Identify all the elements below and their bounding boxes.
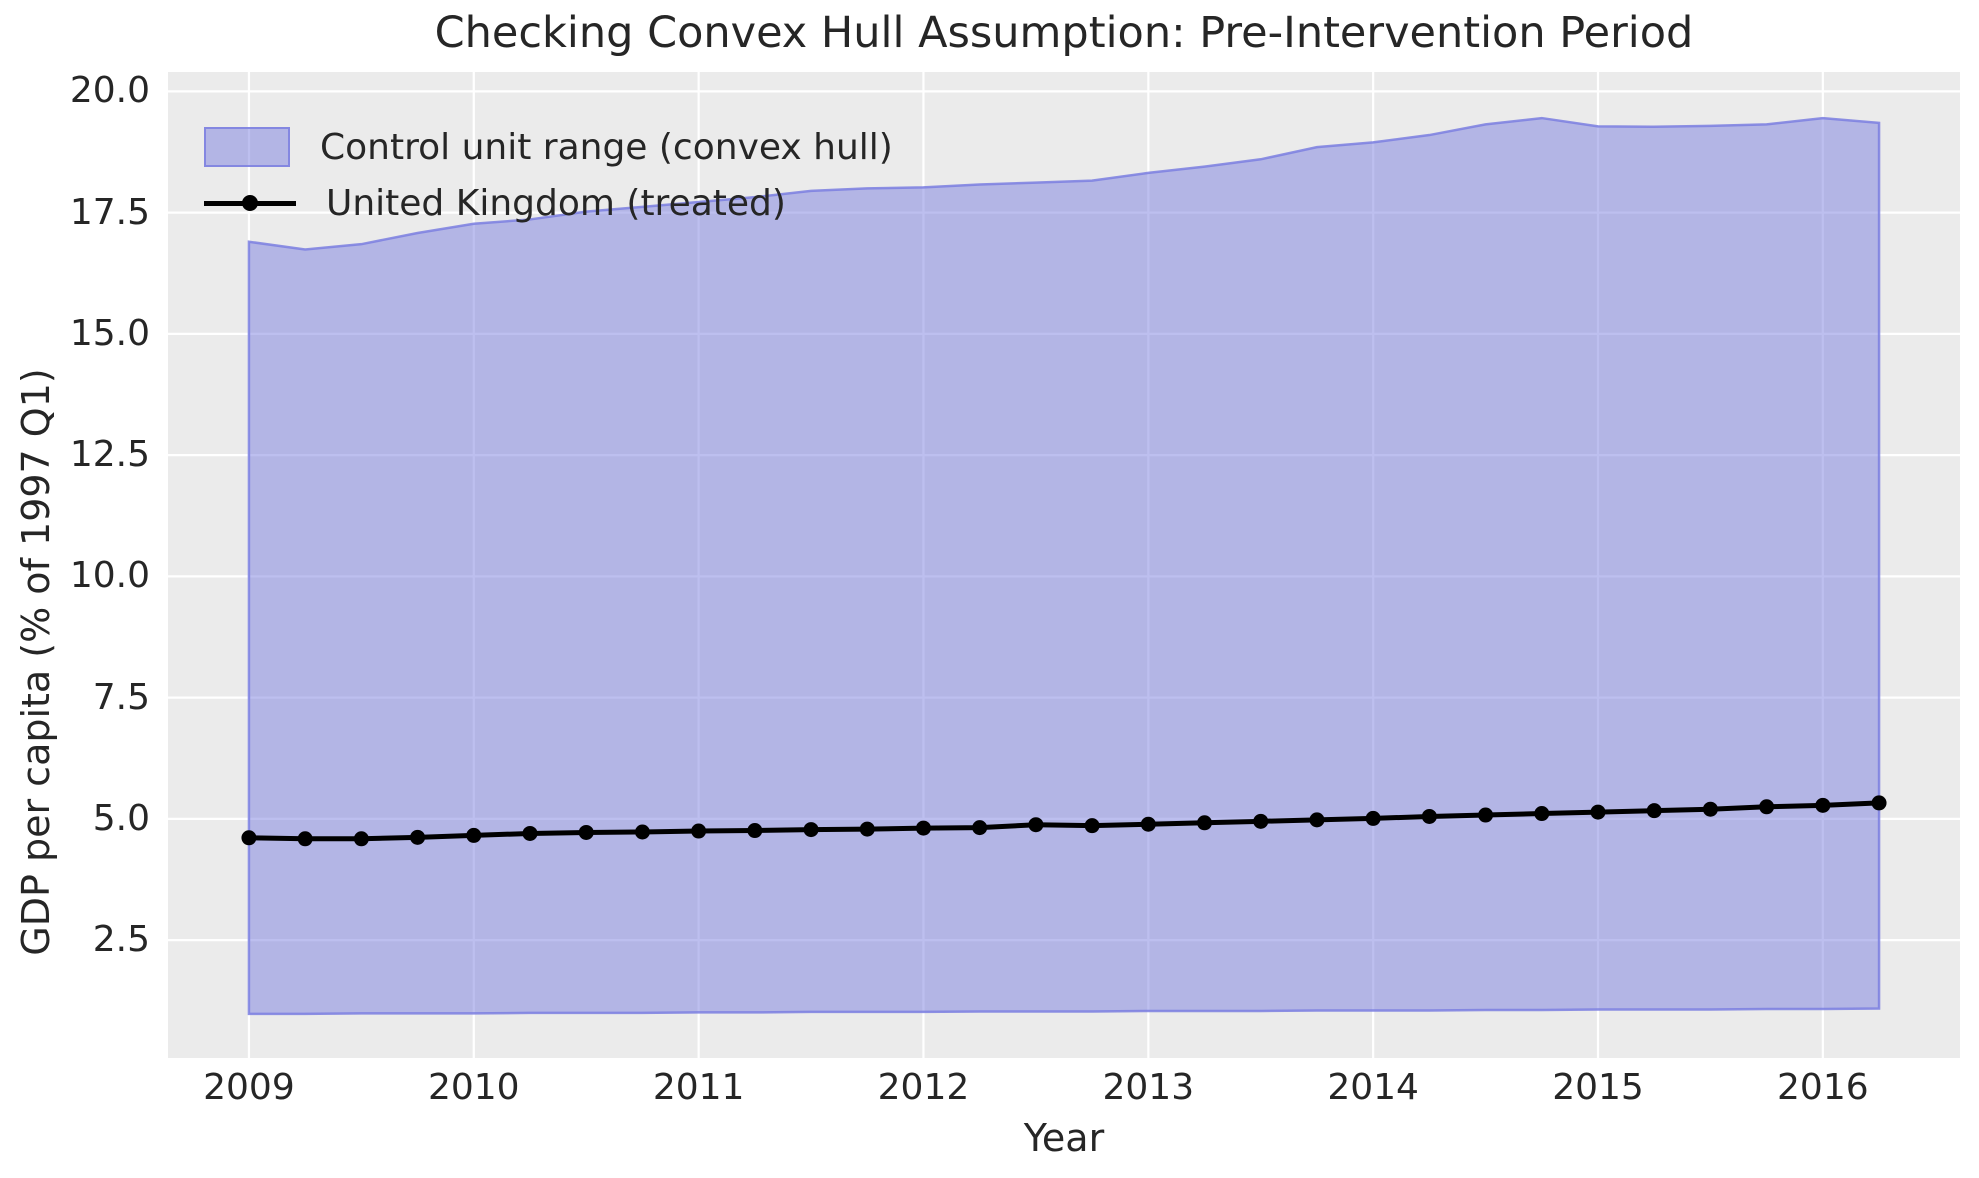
treated-marker — [1759, 799, 1775, 815]
chart-title: Checking Convex Hull Assumption: Pre-Int… — [434, 8, 1694, 58]
treated-marker — [1140, 816, 1156, 832]
treated-marker — [578, 824, 594, 840]
treated-marker — [353, 831, 369, 847]
y-tick-label: 10.0 — [69, 555, 150, 597]
y-tick-label: 12.5 — [69, 434, 150, 476]
treated-marker — [1028, 817, 1044, 833]
band-swatch-icon — [204, 127, 290, 167]
chart-canvas — [168, 72, 1960, 1058]
treated-marker — [1197, 815, 1213, 831]
legend-item-control-range: Control unit range (convex hull) — [204, 119, 893, 175]
treated-marker — [1421, 808, 1437, 824]
treated-marker — [1365, 810, 1381, 826]
y-tick-label: 17.5 — [69, 191, 150, 233]
treated-marker — [410, 829, 426, 845]
treated-marker — [1871, 795, 1887, 811]
treated-marker — [522, 825, 538, 841]
treated-marker — [1478, 807, 1494, 823]
treated-marker — [634, 824, 650, 840]
legend: Control unit range (convex hull) United … — [204, 119, 893, 231]
treated-line — [248, 800, 1880, 842]
legend-item-united-kingdom: United Kingdom (treated) — [204, 175, 893, 231]
treated-marker — [241, 830, 257, 846]
x-axis-label: Year — [1023, 1116, 1105, 1160]
treated-marker — [1815, 797, 1831, 813]
treated-marker — [859, 821, 875, 837]
y-tick-label: 20.0 — [69, 70, 150, 112]
y-tick-label: 15.0 — [69, 312, 150, 354]
marker-dot-icon — [242, 195, 258, 211]
treated-marker — [803, 822, 819, 838]
treated-marker — [691, 823, 707, 839]
x-tick-label: 2015 — [1552, 1067, 1644, 1108]
treated-marker — [915, 820, 931, 836]
treated-marker — [1646, 803, 1662, 819]
x-tick-label: 2012 — [877, 1067, 970, 1108]
treated-marker — [1084, 818, 1100, 834]
x-tick-label: 2014 — [1327, 1067, 1419, 1108]
x-tick-label: 2011 — [652, 1067, 745, 1108]
y-tick-label: 7.5 — [92, 676, 150, 718]
treated-marker — [972, 820, 988, 836]
treated-marker — [1590, 804, 1606, 820]
x-tick-label: 2010 — [427, 1067, 520, 1108]
treated-marker — [1253, 813, 1269, 829]
control-range-band — [247, 116, 1881, 1016]
y-tick-label: 2.5 — [92, 919, 150, 961]
plot-area: Control unit range (convex hull) United … — [168, 72, 1960, 1058]
legend-label-united-kingdom: United Kingdom (treated) — [326, 182, 786, 224]
treated-marker — [1309, 812, 1325, 828]
x-tick-label: 2009 — [203, 1067, 295, 1108]
treated-marker — [747, 823, 763, 839]
treated-marker — [1534, 806, 1550, 822]
legend-label-control-range: Control unit range (convex hull) — [320, 126, 893, 168]
x-tick-label: 2013 — [1102, 1067, 1195, 1108]
line-marker-swatch-icon — [204, 195, 296, 211]
treated-marker — [297, 831, 313, 847]
treated-marker — [1702, 801, 1718, 817]
treated-marker — [466, 827, 482, 843]
x-tick-label: 2016 — [1777, 1067, 1869, 1108]
y-tick-label: 5.0 — [92, 797, 150, 839]
